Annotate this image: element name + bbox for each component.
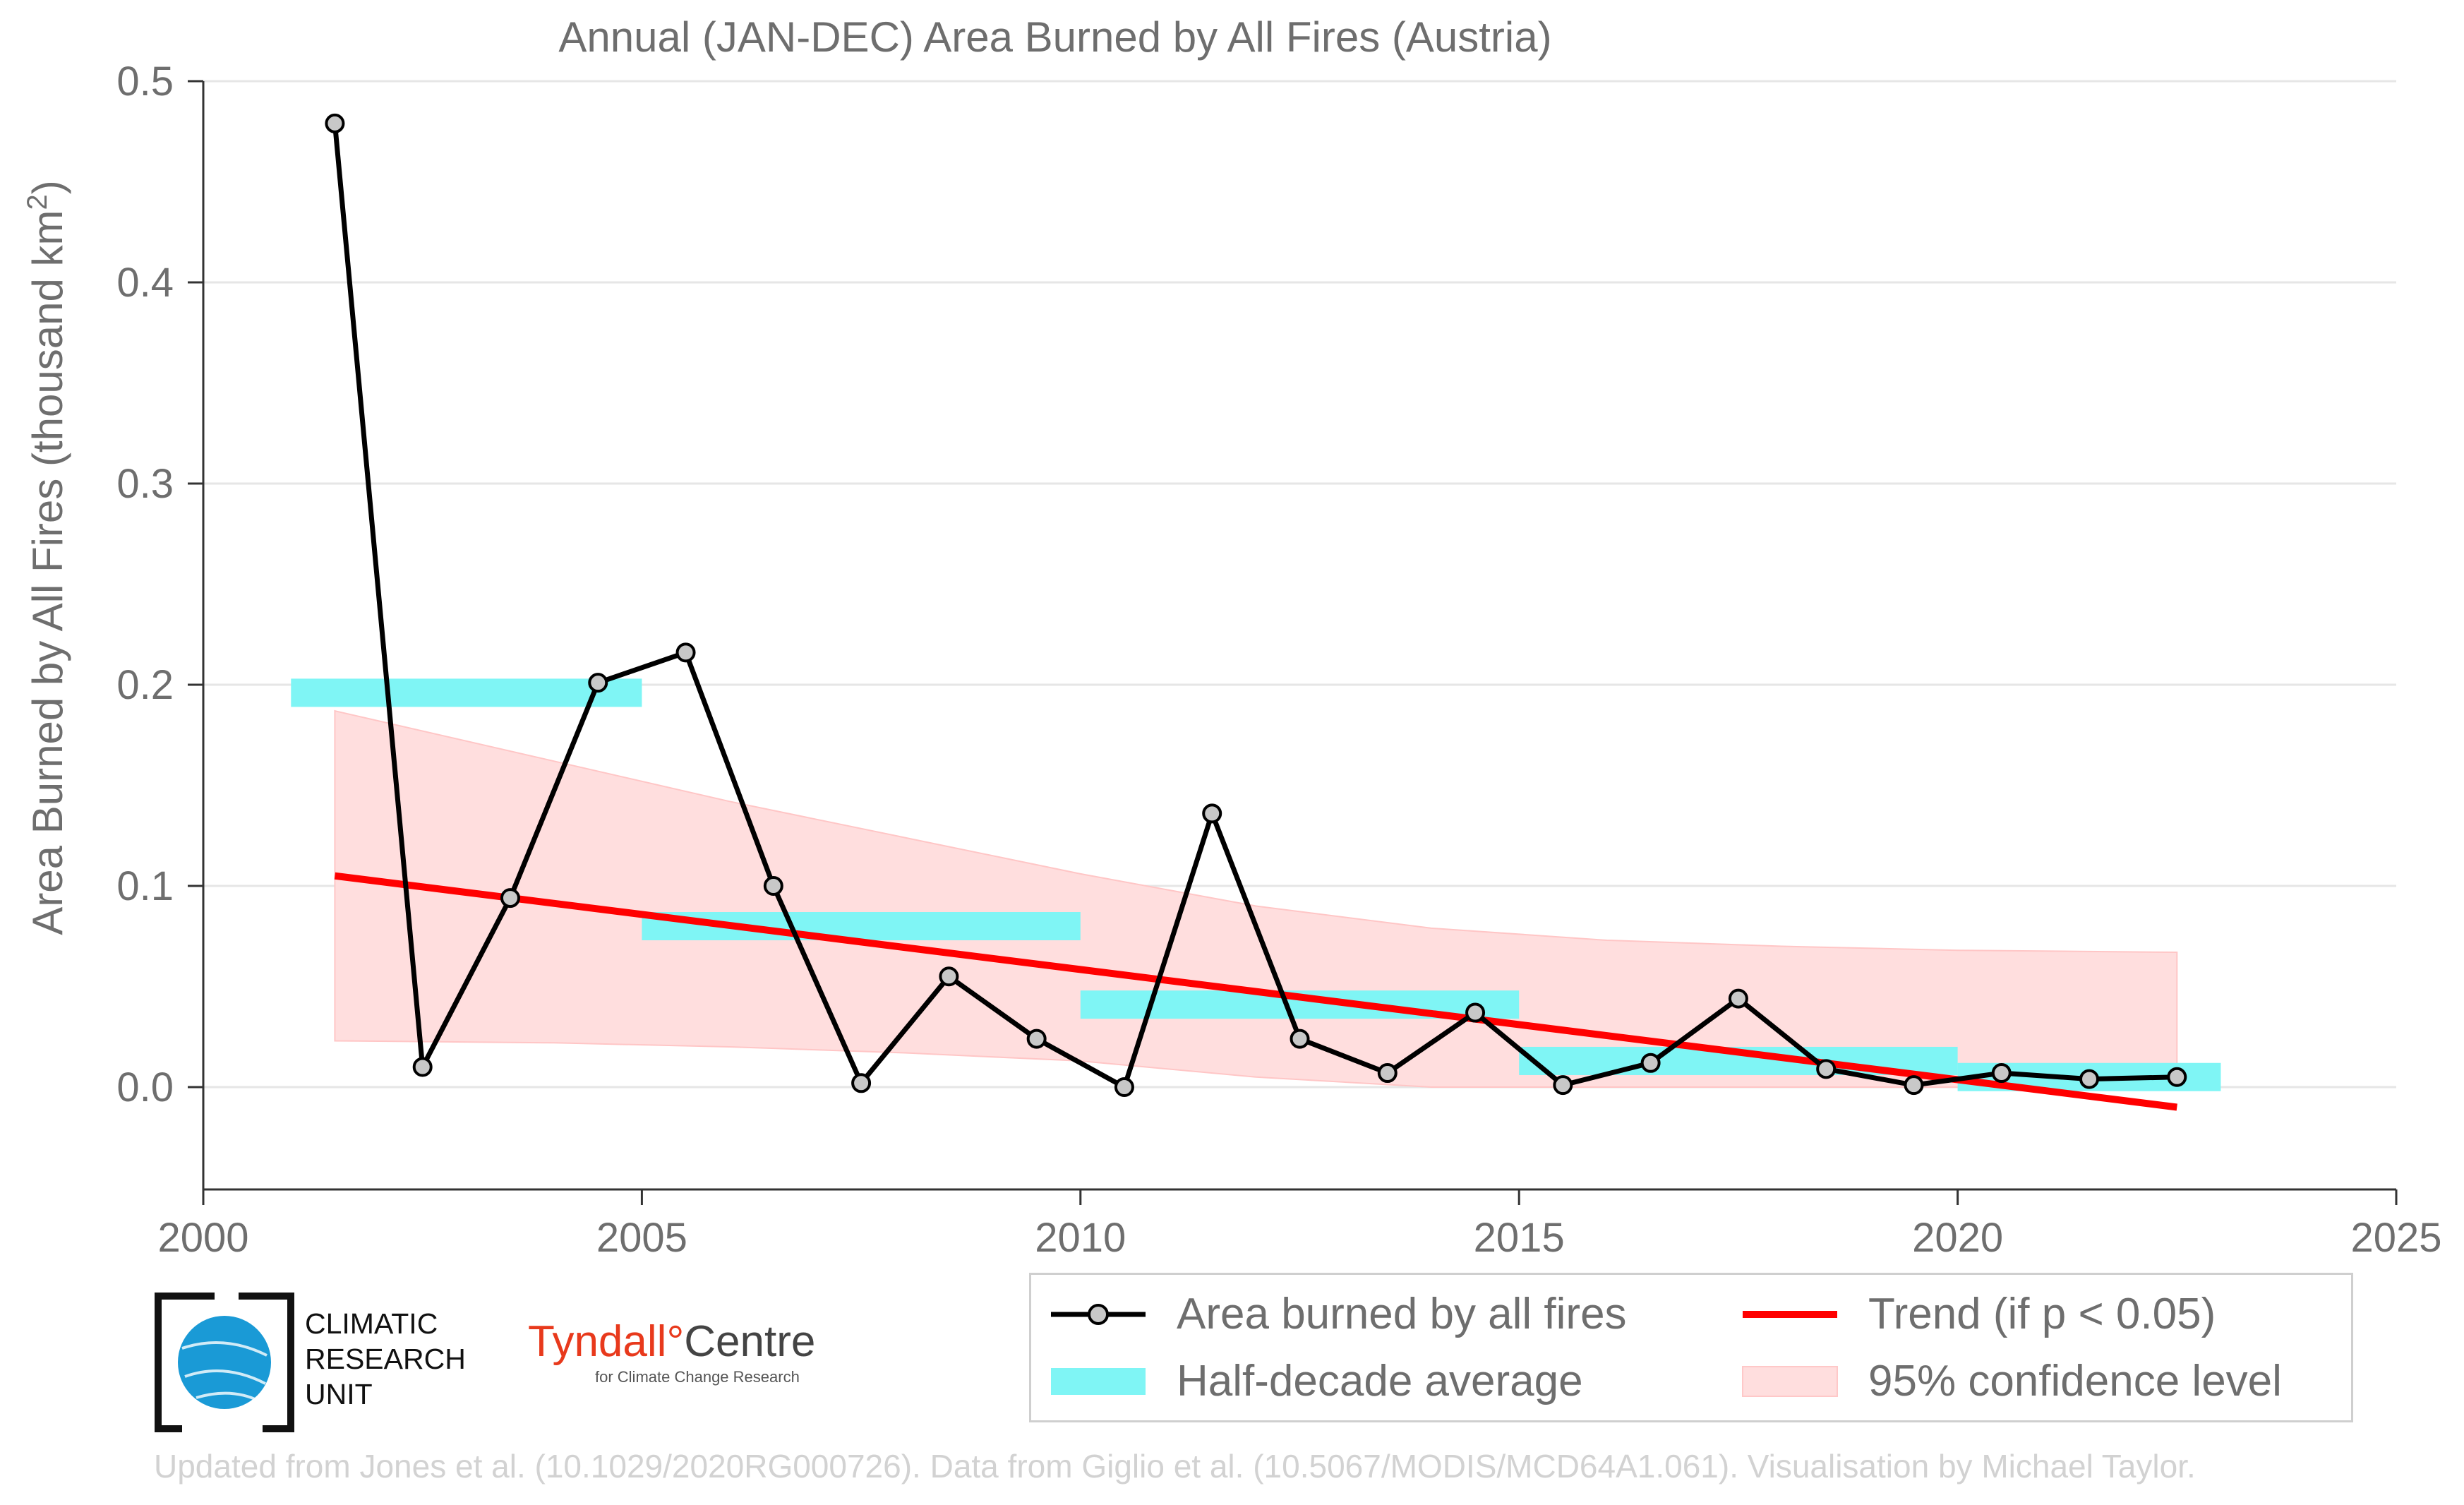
data-point <box>1202 803 1222 824</box>
footer-credit: Updated from Jones et al. (10.1029/2020R… <box>154 1448 2196 1485</box>
cru-line-1: CLIMATIC <box>305 1307 438 1340</box>
data-point <box>1728 988 1748 1009</box>
svg-text:Area Burned by All Fires (thou: Area Burned by All Fires (thousand km2) <box>22 180 71 935</box>
y-tick-label: 0.5 <box>116 59 174 104</box>
legend-label-average: Half-decade average <box>1177 1357 1583 1405</box>
data-point <box>325 113 345 133</box>
series-layer <box>325 113 2187 1097</box>
data-point <box>1114 1077 1134 1097</box>
data-point <box>1991 1063 2012 1084</box>
half-decade-layer <box>291 678 2221 1091</box>
y-tick-label: 0.4 <box>116 260 174 306</box>
data-point <box>1377 1063 1398 1084</box>
legend-label-trend: Trend (if p < 0.05) <box>1868 1290 2216 1338</box>
trend-line <box>334 872 2177 1111</box>
legend-item-series: Area burned by all fires <box>1045 1289 1627 1339</box>
series-line <box>332 123 2177 1090</box>
cru-line-3: UNIT <box>305 1378 373 1410</box>
tyndall-wordmark: Tyndall°Centre <box>528 1317 815 1367</box>
data-point <box>851 1073 872 1093</box>
confidence-band <box>334 709 2178 1088</box>
y-tick-label: 0.0 <box>116 1065 174 1110</box>
cru-wordmark: CLIMATIC RESEARCH UNIT <box>305 1306 466 1412</box>
legend-swatch-trend <box>1743 1310 1837 1318</box>
data-point <box>1816 1059 1837 1079</box>
data-point <box>1553 1075 1573 1096</box>
legend-item-trend: Trend (if p < 0.05) <box>1737 1289 2216 1339</box>
y-axis-label: Area Burned by All Fires (thousand km2) <box>22 180 71 935</box>
data-point <box>2167 1067 2187 1087</box>
data-point <box>1026 1029 1047 1049</box>
y-axis-label-end: ) <box>24 180 71 194</box>
legend-label-confidence: 95% confidence level <box>1868 1357 2282 1405</box>
y-axis-label-sup: 2 <box>22 194 53 210</box>
half-decade-bar <box>291 678 642 707</box>
data-point <box>1465 1002 1486 1023</box>
data-point <box>1640 1053 1661 1073</box>
legend: Area burned by all fires Trend (if p < 0… <box>1029 1273 2353 1422</box>
y-axis-label-main: Area Burned by All Fires (thousand km <box>24 210 71 935</box>
cru-bracket-left <box>155 1293 215 1432</box>
chart-title: Annual (JAN-DEC) Area Burned by All Fire… <box>558 13 1551 61</box>
data-point <box>675 642 696 663</box>
tyndall-logo: Tyndall°Centre for Climate Change Resear… <box>528 1317 815 1386</box>
legend-label-series: Area burned by all fires <box>1177 1290 1627 1338</box>
x-tick-label: 2010 <box>1035 1215 1126 1261</box>
tyndall-dark-text: Centre <box>684 1317 816 1366</box>
legend-swatch-series <box>1051 1303 1146 1325</box>
x-tick-label: 2000 <box>157 1215 248 1261</box>
y-tick-label: 0.2 <box>116 662 174 708</box>
axes: 0.0 0.1 0.2 0.3 0.4 0.5 2000 2005 2010 2015 2020 20… <box>116 59 2441 1261</box>
globe-icon <box>178 1316 271 1409</box>
confidence-band-layer <box>334 709 2178 1088</box>
trend-layer <box>334 872 2177 1111</box>
data-point <box>588 673 608 693</box>
x-tick-label: 2015 <box>1474 1215 1565 1261</box>
cru-logo <box>155 1293 294 1432</box>
cru-line-2: RESEARCH <box>305 1343 466 1375</box>
tyndall-subtitle: for Climate Change Research <box>595 1368 800 1386</box>
legend-swatch-average <box>1051 1367 1146 1395</box>
data-point <box>939 966 959 987</box>
legend-swatch-confidence <box>1742 1365 1838 1397</box>
chart: Annual (JAN-DEC) Area Burned by All Fire… <box>22 13 2442 1261</box>
tyndall-red-text: Tyndall <box>528 1317 667 1366</box>
data-point <box>500 888 520 909</box>
legend-item-confidence: 95% confidence level <box>1737 1356 2282 1406</box>
y-tick-label: 0.1 <box>116 863 174 909</box>
data-point <box>1904 1075 1924 1096</box>
data-point <box>2079 1069 2100 1089</box>
tyndall-degree: ° <box>666 1317 685 1366</box>
data-point <box>763 876 783 896</box>
y-tick-label: 0.3 <box>116 461 174 507</box>
data-point <box>1290 1029 1310 1049</box>
x-tick-label: 2020 <box>1912 1215 2003 1261</box>
x-tick-label: 2005 <box>596 1215 687 1261</box>
legend-item-average: Half-decade average <box>1045 1356 1583 1406</box>
globe-lines <box>181 1341 268 1403</box>
cru-bracket-right <box>239 1293 294 1432</box>
data-point <box>412 1057 433 1077</box>
x-tick-label: 2025 <box>2350 1215 2441 1261</box>
